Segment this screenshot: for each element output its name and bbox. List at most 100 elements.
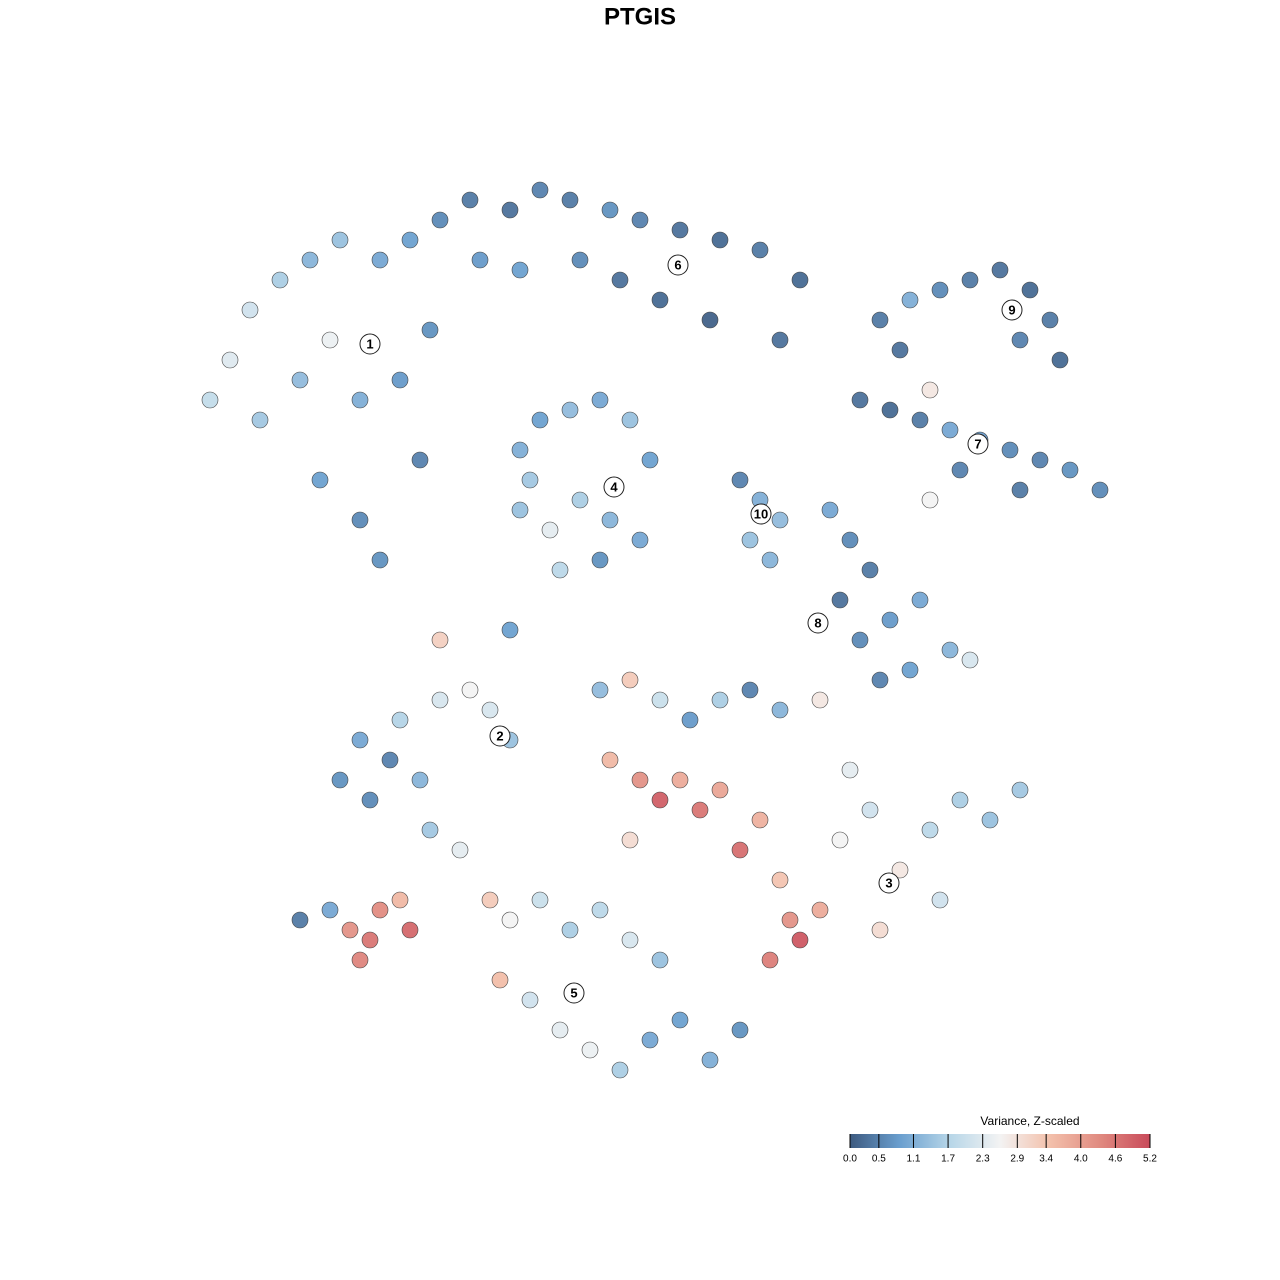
point <box>531 891 549 909</box>
point <box>751 811 769 829</box>
colorbar-title: Variance, Z-scaled <box>980 1114 1079 1128</box>
point <box>651 791 669 809</box>
point <box>691 801 709 819</box>
point <box>761 551 779 569</box>
point <box>671 1011 689 1029</box>
point <box>631 771 649 789</box>
point <box>371 251 389 269</box>
cluster-badge <box>1001 299 1023 321</box>
point <box>221 351 239 369</box>
point <box>561 191 579 209</box>
point <box>401 231 419 249</box>
point <box>241 301 259 319</box>
point <box>931 891 949 909</box>
point <box>921 821 939 839</box>
cluster-label: 9 <box>1008 302 1015 317</box>
point <box>401 921 419 939</box>
point <box>481 891 499 909</box>
point <box>531 411 549 429</box>
point <box>601 511 619 529</box>
point <box>631 211 649 229</box>
point <box>901 291 919 309</box>
point <box>891 341 909 359</box>
point <box>1051 351 1069 369</box>
point <box>321 331 339 349</box>
point <box>991 261 1009 279</box>
point <box>921 381 939 399</box>
colorbar-tick-label: 2.3 <box>976 1154 990 1165</box>
point <box>591 681 609 699</box>
point <box>621 931 639 949</box>
point <box>591 391 609 409</box>
colorbar-tick-label: 1.7 <box>941 1154 955 1165</box>
colorbar-tick-label: 4.6 <box>1108 1154 1122 1165</box>
point <box>961 271 979 289</box>
point <box>811 691 829 709</box>
cluster-badge <box>359 333 381 355</box>
point <box>331 771 349 789</box>
point <box>871 921 889 939</box>
point <box>521 471 539 489</box>
point <box>771 331 789 349</box>
point <box>461 681 479 699</box>
point <box>1061 461 1079 479</box>
point <box>331 231 349 249</box>
point <box>1041 311 1059 329</box>
point <box>741 681 759 699</box>
point <box>871 671 889 689</box>
point <box>571 251 589 269</box>
point <box>901 661 919 679</box>
point <box>851 391 869 409</box>
chart-title: PTGIS <box>604 3 676 30</box>
point <box>571 491 589 509</box>
cluster-label: 4 <box>610 479 618 494</box>
point <box>271 271 289 289</box>
point <box>601 201 619 219</box>
point <box>951 461 969 479</box>
point <box>591 551 609 569</box>
colorbar-tick-label: 0.0 <box>843 1154 857 1165</box>
point <box>471 251 489 269</box>
cluster-label: 7 <box>974 436 981 451</box>
point <box>591 901 609 919</box>
point <box>201 391 219 409</box>
point <box>581 1041 599 1059</box>
point <box>321 901 339 919</box>
colorbar <box>850 1134 1150 1148</box>
point <box>681 711 699 729</box>
point <box>771 701 789 719</box>
point <box>611 1061 629 1079</box>
colorbar-tick-label: 0.5 <box>872 1154 886 1165</box>
point <box>501 911 519 929</box>
cluster-badge <box>489 725 511 747</box>
point <box>651 951 669 969</box>
point <box>411 771 429 789</box>
point <box>501 201 519 219</box>
cluster-label: 5 <box>570 985 577 1000</box>
point <box>421 321 439 339</box>
point <box>351 731 369 749</box>
point <box>621 671 639 689</box>
colorbar-tick-label: 5.2 <box>1143 1154 1157 1165</box>
point <box>251 411 269 429</box>
point <box>391 891 409 909</box>
point <box>621 411 639 429</box>
point <box>381 751 399 769</box>
colorbar-tick-label: 2.9 <box>1010 1154 1024 1165</box>
point <box>511 261 529 279</box>
point <box>891 861 909 879</box>
point <box>961 651 979 669</box>
point <box>311 471 329 489</box>
point <box>371 551 389 569</box>
point <box>361 931 379 949</box>
point <box>951 791 969 809</box>
cluster-badge <box>563 982 585 1004</box>
point <box>921 491 939 509</box>
point <box>851 631 869 649</box>
point <box>1011 481 1029 499</box>
point <box>941 421 959 439</box>
point <box>861 801 879 819</box>
point <box>631 531 649 549</box>
point <box>841 761 859 779</box>
point <box>391 711 409 729</box>
